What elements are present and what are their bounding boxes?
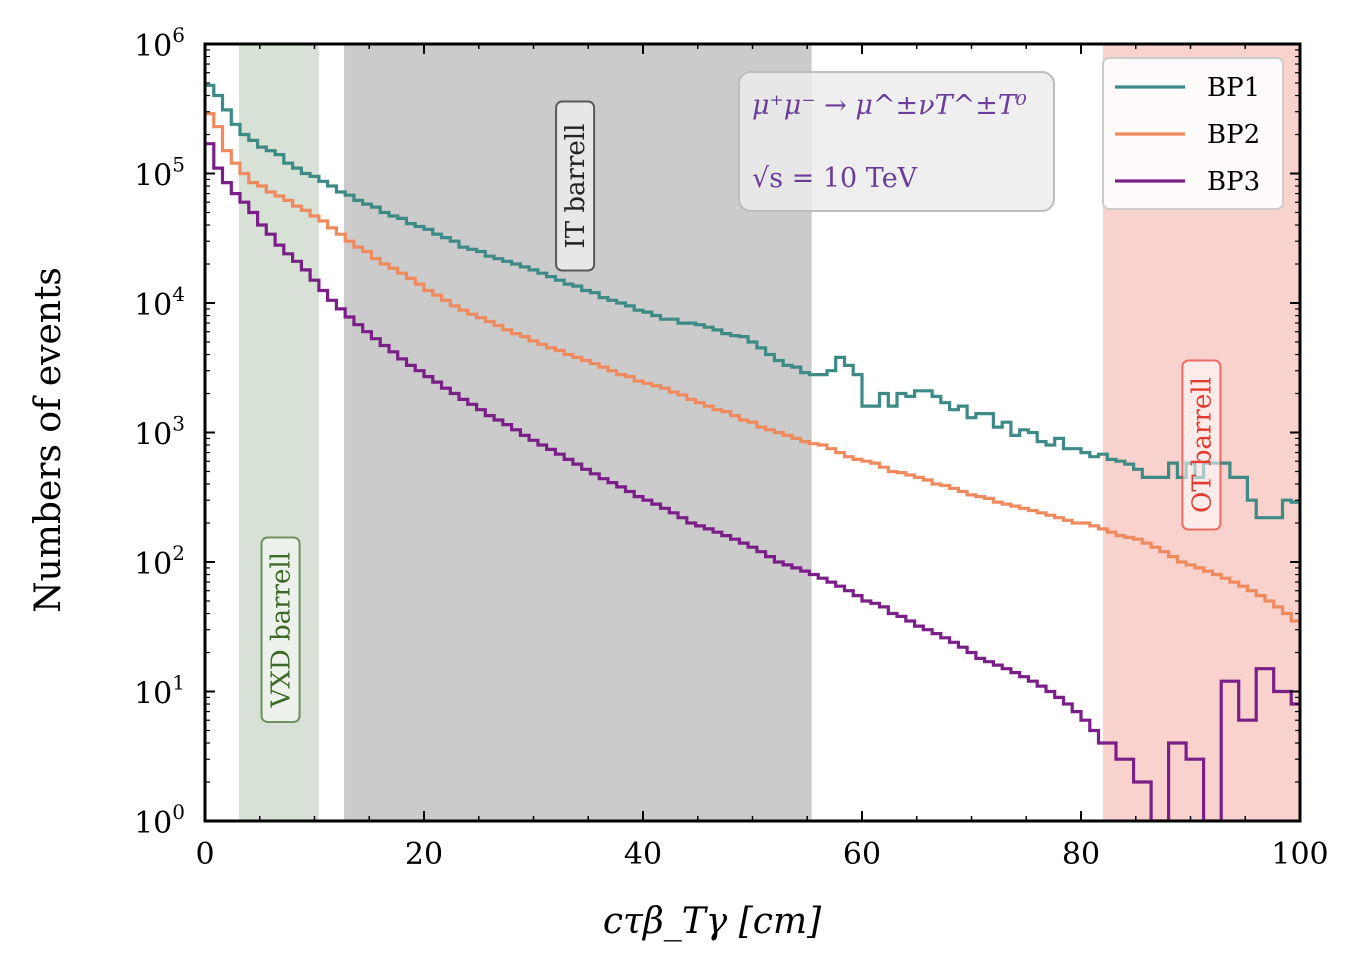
- x-tick-label: 60: [843, 837, 881, 872]
- region-label-box: [1181, 359, 1222, 531]
- region-label-vxd: VXD barrell: [260, 536, 301, 723]
- legend-box: [1102, 57, 1284, 210]
- series-bp2-line: [205, 112, 1300, 626]
- region-labels: VXD barrell IT barrell OT barrell: [260, 100, 1222, 723]
- region-label-box: [555, 100, 596, 272]
- y-tick-label: 101: [134, 671, 185, 712]
- legend-label-bp3: BP3: [1207, 167, 1260, 197]
- region-label-text: IT barrell: [561, 124, 591, 249]
- y-axis-ticks: 100 101 102 103 104 105 106: [134, 23, 1300, 841]
- series-group: [205, 83, 1300, 821]
- annotation-process: μ⁺μ⁻ → μ^±νT^±T⁰: [752, 90, 1027, 121]
- legend-label-bp1: BP1: [1207, 73, 1260, 103]
- y-tick-label: 100: [134, 800, 185, 841]
- region-label-box: [260, 536, 301, 723]
- series-bp1-line: [205, 83, 1300, 520]
- x-axis-label: cτβ_Tγ [cm]: [603, 901, 822, 942]
- x-tick-label: 0: [195, 837, 214, 872]
- y-tick-label: 104: [134, 282, 185, 323]
- legend-label-bp2: BP2: [1207, 120, 1260, 150]
- region-label-text: OT barrell: [1187, 377, 1217, 513]
- region-label-text: VXD barrell: [267, 552, 297, 708]
- region-label-it: IT barrell: [555, 100, 596, 272]
- y-tick-label: 102: [134, 541, 185, 582]
- x-tick-label: 20: [405, 837, 443, 872]
- series-bp3-line: [205, 142, 1300, 821]
- annotation-energy: √s = 10 TeV: [752, 163, 918, 194]
- legend: BP1 BP2 BP3: [1102, 57, 1284, 210]
- x-tick-label: 100: [1271, 837, 1328, 872]
- x-axis-ticks: 0 20 40 60 80 100: [195, 44, 1329, 872]
- x-tick-label: 40: [624, 837, 662, 872]
- x-tick-label: 80: [1062, 837, 1100, 872]
- process-annotation: μ⁺μ⁻ → μ^±νT^±T⁰ √s = 10 TeV: [738, 71, 1055, 212]
- y-tick-label: 103: [134, 412, 185, 453]
- annotation-box: [738, 71, 1055, 212]
- y-tick-label: 105: [134, 153, 185, 194]
- y-axis-label: Numbers of events: [28, 267, 69, 613]
- region-label-ot: OT barrell: [1181, 359, 1222, 531]
- y-tick-label: 106: [134, 23, 185, 64]
